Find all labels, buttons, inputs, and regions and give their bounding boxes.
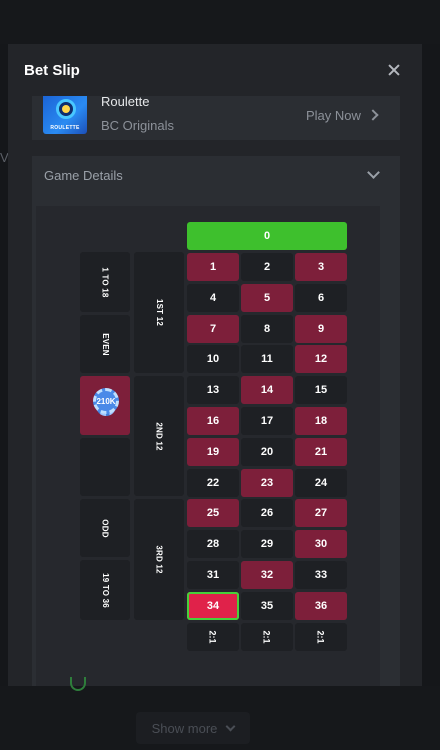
cell-number-18[interactable]: 18 <box>295 407 347 435</box>
game-name: Roulette <box>101 94 150 109</box>
dozen-1-label: 1ST 12 <box>154 299 164 326</box>
cell-number-24[interactable]: 24 <box>295 468 347 497</box>
bet-even[interactable]: EVEN <box>80 315 130 373</box>
bet-slip-modal: Bet Slip ROULETTE Roulette BC Originals … <box>8 44 422 686</box>
cell-number-10[interactable]: 10 <box>187 345 239 374</box>
chevron-down-icon <box>367 166 380 179</box>
cell-number-35[interactable]: 35 <box>241 591 293 620</box>
status-indicator-icon <box>70 677 86 691</box>
cell-number-3[interactable]: 3 <box>295 253 347 281</box>
cell-number-9[interactable]: 9 <box>295 314 347 343</box>
close-icon[interactable] <box>386 62 402 78</box>
bet-odd[interactable]: ODD <box>80 499 130 557</box>
cell-number-15[interactable]: 15 <box>295 376 347 405</box>
bet-column-3[interactable]: 2:1 <box>295 622 347 651</box>
show-more-label: Show more <box>151 720 218 736</box>
show-more-button[interactable]: Show more <box>136 712 250 744</box>
bet-high[interactable]: 19 TO 36 <box>80 560 130 620</box>
game-provider: BC Originals <box>101 118 174 133</box>
cell-number-32[interactable]: 32 <box>241 561 293 589</box>
page-header-bg <box>0 0 440 44</box>
cell-number-8[interactable]: 8 <box>241 314 293 343</box>
bet-column-1[interactable]: 2:1 <box>187 622 239 651</box>
cell-number-27[interactable]: 27 <box>295 499 347 528</box>
roulette-wheel-icon <box>56 99 76 119</box>
bet-red[interactable]: 210K <box>80 376 130 435</box>
bet-black[interactable] <box>80 438 130 496</box>
thumbnail-label: ROULETTE <box>50 125 80 131</box>
cell-zero[interactable]: 0 <box>187 222 347 250</box>
chevron-down-icon <box>225 721 236 731</box>
cell-number-14[interactable]: 14 <box>241 376 293 405</box>
cell-number-22[interactable]: 22 <box>187 468 239 497</box>
cell-number-34[interactable]: 34 <box>187 591 239 620</box>
bet-column-2[interactable]: 2:1 <box>241 622 293 651</box>
cell-number-1[interactable]: 1 <box>187 253 239 281</box>
chevron-right-icon <box>367 109 379 121</box>
cell-number-11[interactable]: 11 <box>241 345 293 374</box>
cell-number-5[interactable]: 5 <box>241 283 293 312</box>
game-thumbnail[interactable]: ROULETTE <box>43 96 87 134</box>
cell-number-31[interactable]: 31 <box>187 561 239 589</box>
column-bet-label: 2:1 <box>207 630 218 644</box>
background-text: V <box>0 150 9 165</box>
bet-dozen-2[interactable]: 2ND 12 <box>134 376 184 496</box>
play-now-button[interactable]: Play Now <box>306 106 379 124</box>
bet-dozen-1[interactable]: 1ST 12 <box>134 252 184 373</box>
cell-number-20[interactable]: 20 <box>241 437 293 466</box>
dozen-2-label: 2ND 12 <box>154 421 164 451</box>
chip-stack: 210K <box>93 388 119 416</box>
cell-number-16[interactable]: 16 <box>187 407 239 435</box>
cell-number-29[interactable]: 29 <box>241 530 293 559</box>
modal-title: Bet Slip <box>24 62 80 79</box>
bet-even-label: EVEN <box>100 332 110 356</box>
bet-odd-label: ODD <box>100 518 110 538</box>
cell-number-33[interactable]: 33 <box>295 561 347 589</box>
game-details-title: Game Details <box>44 168 123 183</box>
bet-low-label: 1 TO 18 <box>100 266 110 298</box>
cell-number-23[interactable]: 23 <box>241 468 293 497</box>
cell-number-25[interactable]: 25 <box>187 499 239 528</box>
cell-number-30[interactable]: 30 <box>295 530 347 559</box>
cell-number-17[interactable]: 17 <box>241 407 293 435</box>
cell-number-36[interactable]: 36 <box>295 591 347 620</box>
column-bet-label: 2:1 <box>261 630 272 644</box>
cell-number-19[interactable]: 19 <box>187 437 239 466</box>
cell-number-7[interactable]: 7 <box>187 314 239 343</box>
bet-dozen-3[interactable]: 3RD 12 <box>134 499 184 620</box>
cell-number-28[interactable]: 28 <box>187 530 239 559</box>
game-details-panel: Game Details 0 1 TO 18 EVEN 210K ODD 19 … <box>32 156 400 686</box>
cell-number-12[interactable]: 12 <box>295 345 347 374</box>
cell-number-26[interactable]: 26 <box>241 499 293 528</box>
roulette-board: 0 1 TO 18 EVEN 210K ODD 19 TO 36 1ST 12 … <box>36 206 380 686</box>
dozen-3-label: 3RD 12 <box>154 545 164 574</box>
chip-icon: 210K <box>93 388 119 414</box>
modal-header: Bet Slip <box>8 44 422 96</box>
play-now-label: Play Now <box>306 107 361 123</box>
cell-number-13[interactable]: 13 <box>187 376 239 405</box>
bet-high-label: 19 TO 36 <box>100 572 110 608</box>
game-row: ROULETTE Roulette BC Originals Play Now <box>32 94 400 140</box>
bet-low[interactable]: 1 TO 18 <box>80 252 130 312</box>
cell-number-2[interactable]: 2 <box>241 253 293 281</box>
cell-number-21[interactable]: 21 <box>295 437 347 466</box>
cell-number-6[interactable]: 6 <box>295 283 347 312</box>
column-bet-label: 2:1 <box>315 630 326 644</box>
game-details-toggle[interactable]: Game Details <box>32 156 400 196</box>
cell-number-4[interactable]: 4 <box>187 283 239 312</box>
